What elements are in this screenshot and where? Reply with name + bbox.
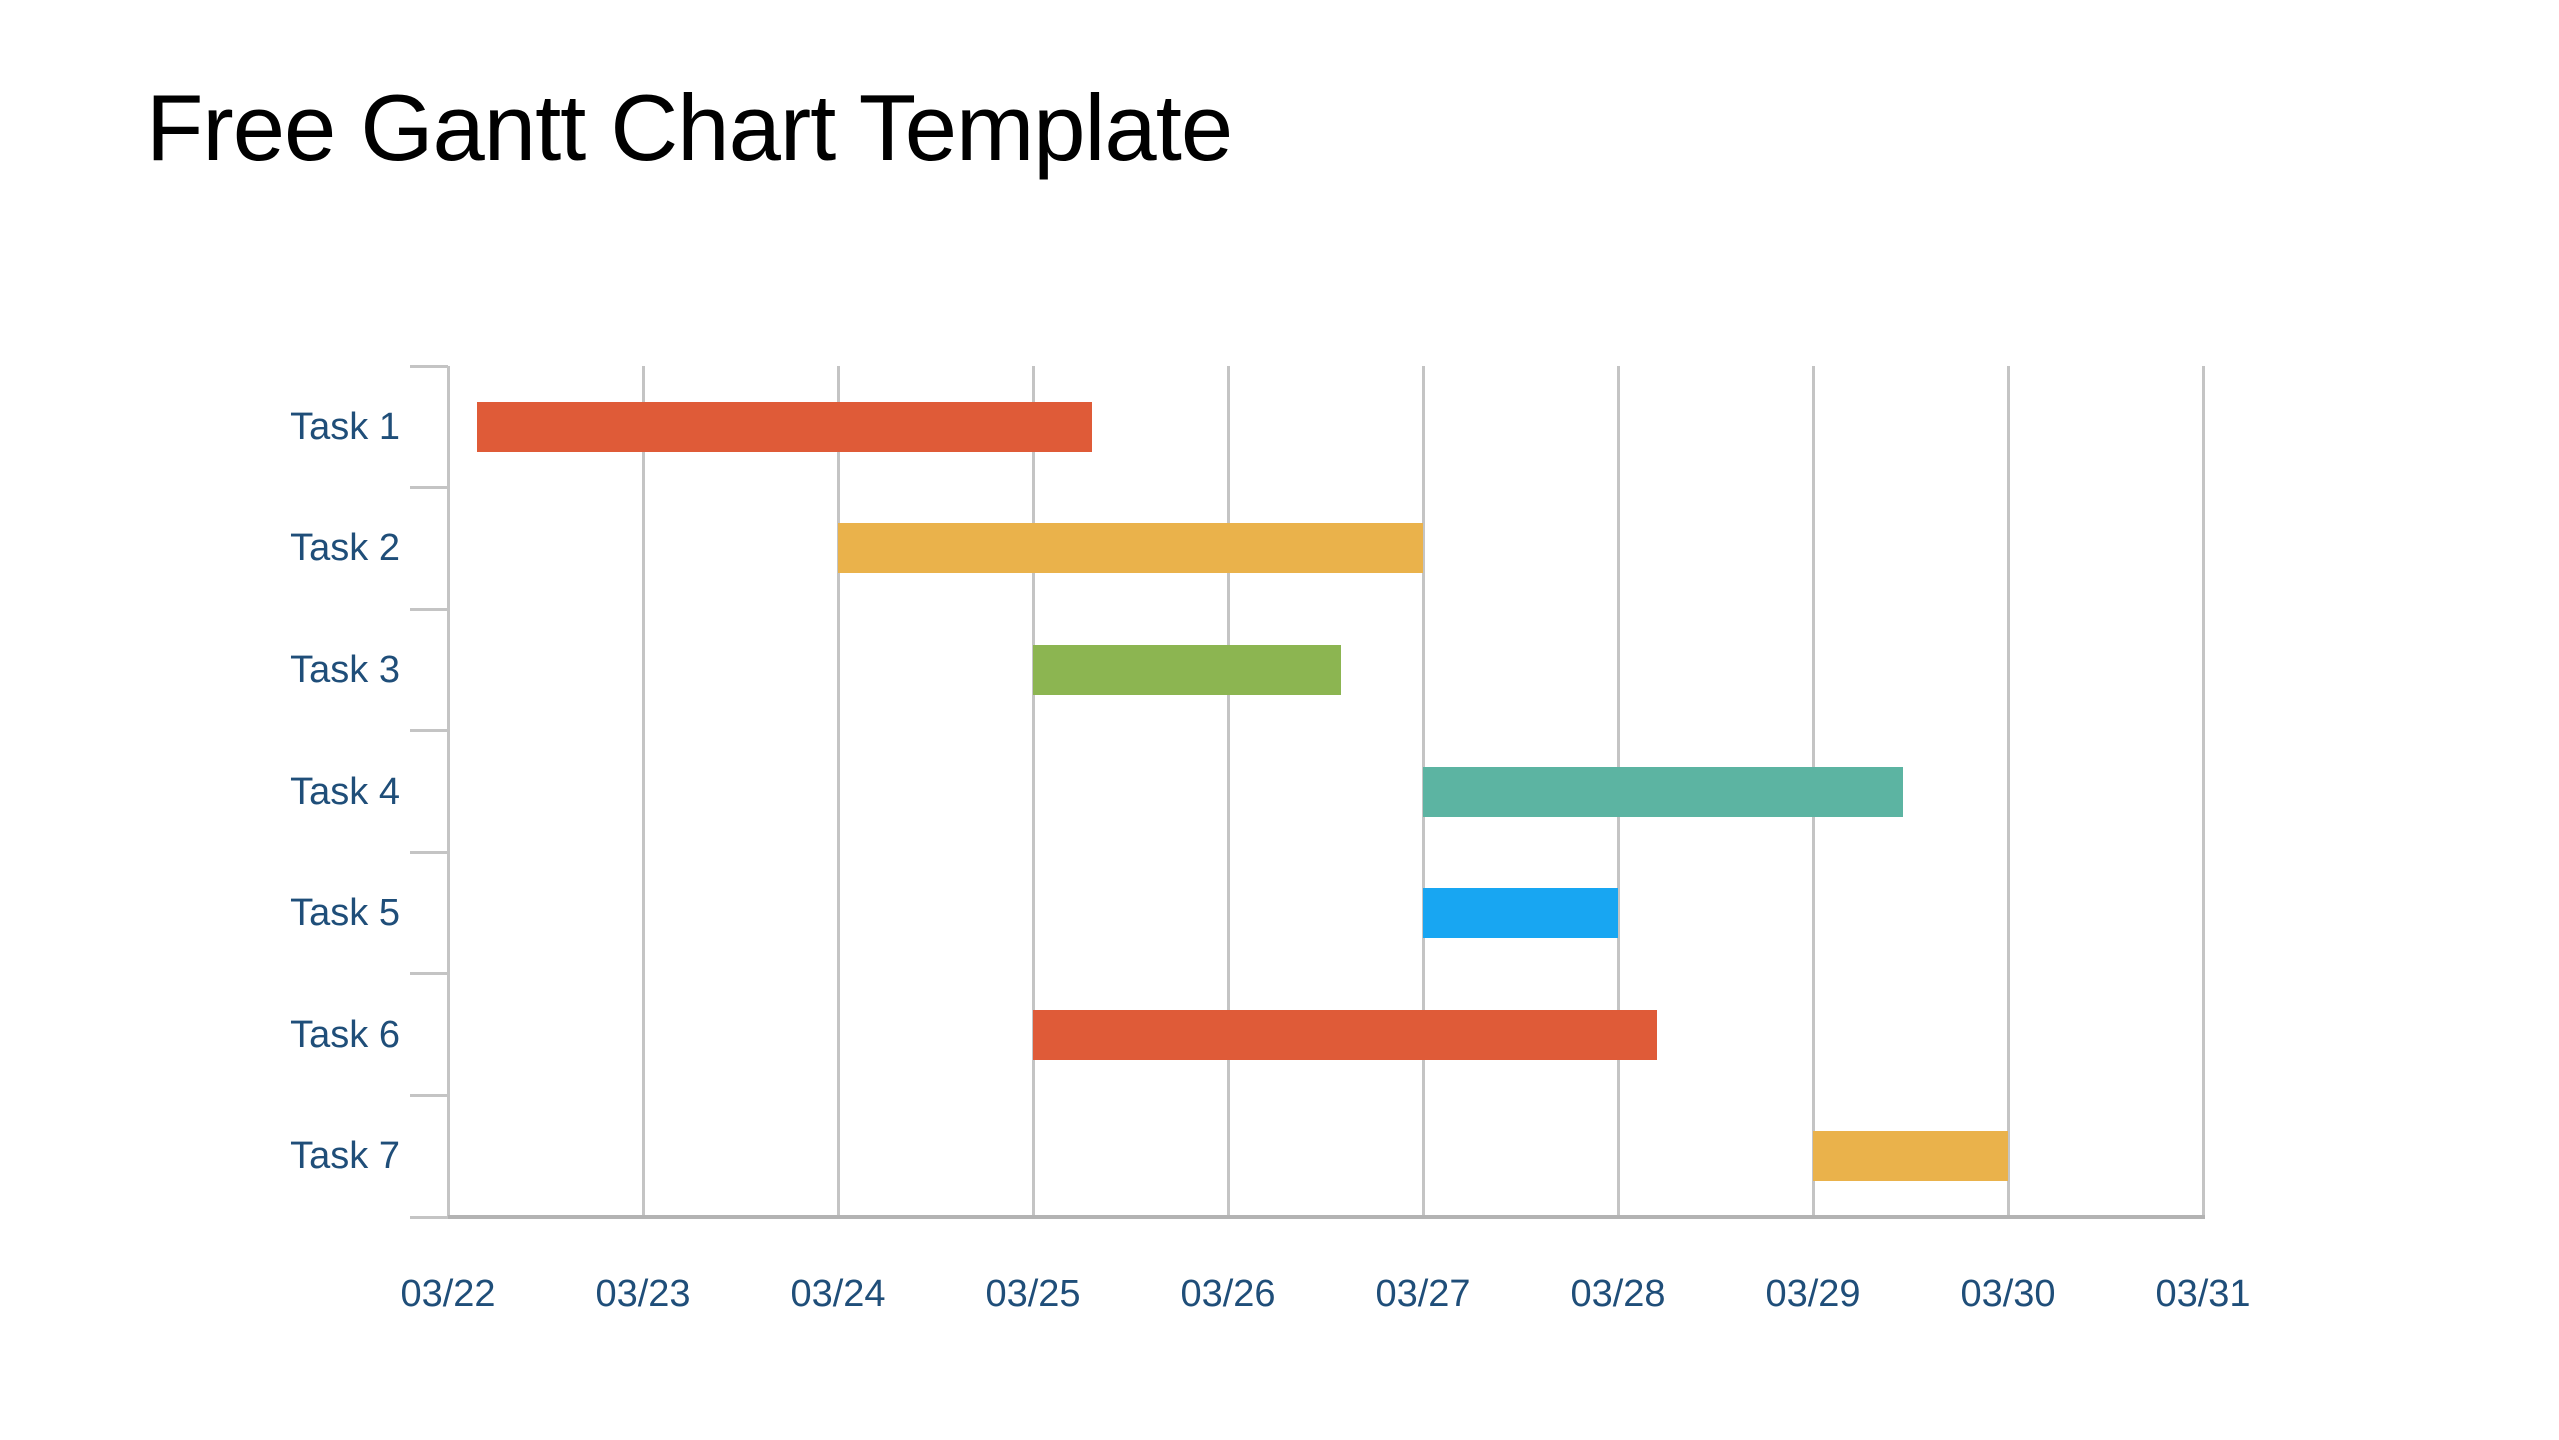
- date-label: 03/23: [595, 1273, 691, 1315]
- date-label: 03/31: [2155, 1273, 2251, 1315]
- task-label: Task 7: [290, 1135, 400, 1178]
- x-axis-line: [448, 1215, 2205, 1219]
- category-axis-tick: [410, 729, 448, 733]
- category-axis-tick: [410, 364, 448, 368]
- gridline: [2006, 366, 2010, 1217]
- chart-title: Free Gantt Chart Template: [146, 75, 1233, 180]
- task-label: Task 6: [290, 1013, 400, 1056]
- task-label: Task 1: [290, 405, 400, 448]
- y-axis-line: [446, 366, 450, 1217]
- task-label: Task 5: [290, 892, 400, 935]
- gridline: [641, 366, 645, 1217]
- date-label: 03/27: [1375, 1273, 1471, 1315]
- date-label: 03/29: [1765, 1273, 1861, 1315]
- date-label: 03/24: [790, 1273, 886, 1315]
- gridline: [2201, 366, 2205, 1217]
- date-label: 03/22: [400, 1273, 496, 1315]
- task-label: Task 2: [290, 527, 400, 570]
- task-bar: [1813, 1131, 2008, 1182]
- gridline: [1031, 366, 1035, 1217]
- category-axis-tick: [410, 972, 448, 976]
- task-bar: [1423, 888, 1618, 939]
- category-axis-tick: [410, 607, 448, 611]
- category-axis-tick: [410, 1215, 448, 1219]
- category-axis-tick: [410, 850, 448, 854]
- task-bar: [1033, 1009, 1657, 1060]
- date-label: 03/28: [1570, 1273, 1666, 1315]
- category-axis-tick: [410, 486, 448, 490]
- date-label: 03/26: [1180, 1273, 1276, 1315]
- task-label: Task 4: [290, 770, 400, 813]
- gridline: [1226, 366, 1230, 1217]
- task-bar: [477, 401, 1092, 452]
- date-label: 03/30: [1960, 1273, 2056, 1315]
- task-label: Task 3: [290, 648, 400, 691]
- task-bar: [1423, 766, 1903, 817]
- task-bar: [838, 523, 1423, 574]
- date-label: 03/25: [985, 1273, 1081, 1315]
- category-axis-tick: [410, 1093, 448, 1097]
- gridline: [836, 366, 840, 1217]
- task-bar: [1033, 644, 1342, 695]
